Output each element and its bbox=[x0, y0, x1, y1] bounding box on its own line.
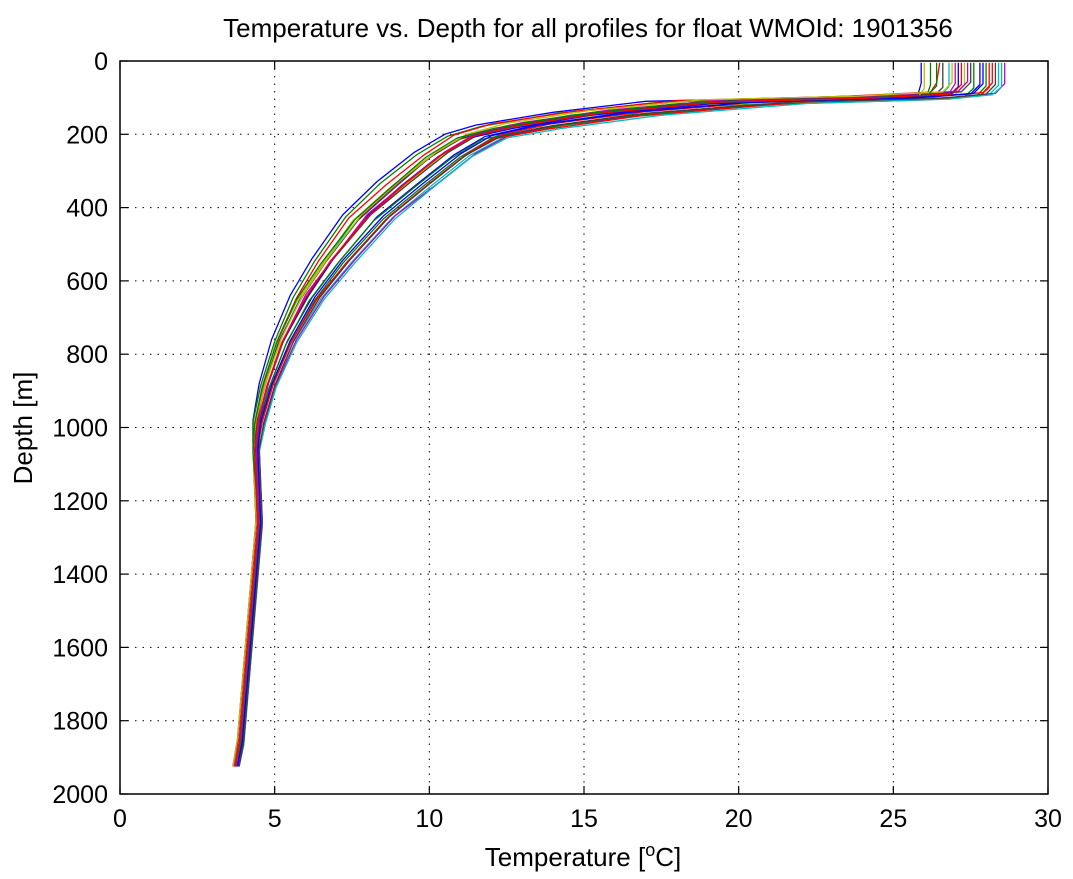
y-tick-label: 1400 bbox=[52, 561, 108, 589]
x-axis-label-superscript: o bbox=[645, 840, 655, 860]
y-tick-label: 800 bbox=[66, 341, 108, 369]
x-tick-label: 0 bbox=[113, 805, 127, 833]
y-axis-label: Depth [m] bbox=[8, 372, 38, 485]
x-tick-label: 25 bbox=[879, 805, 907, 833]
y-tick-label: 1200 bbox=[52, 488, 108, 516]
profile-line bbox=[232, 62, 953, 767]
y-tick-label: 1800 bbox=[52, 708, 108, 736]
x-tick-label: 15 bbox=[570, 805, 598, 833]
y-tick-label: 0 bbox=[94, 48, 108, 76]
plot-frame bbox=[119, 60, 1049, 795]
y-tick-label: 600 bbox=[66, 268, 108, 296]
x-tick-label: 20 bbox=[725, 805, 753, 833]
grid-lines bbox=[120, 61, 1048, 794]
x-axis-label: Temperature [oC] bbox=[485, 840, 681, 872]
x-tick-label: 30 bbox=[1034, 805, 1062, 833]
profile-line bbox=[238, 62, 997, 767]
y-tick-label: 2000 bbox=[52, 781, 108, 809]
y-tick-label: 1600 bbox=[52, 634, 108, 662]
x-tick-label: 10 bbox=[415, 805, 443, 833]
chart-title: Temperature vs. Depth for all profiles f… bbox=[223, 13, 953, 43]
x-axis-label-suffix: C] bbox=[655, 842, 681, 872]
y-tick-label: 400 bbox=[66, 195, 108, 223]
y-tick-label: 1000 bbox=[52, 415, 108, 443]
x-axis-label-main: Temperature [ bbox=[485, 842, 646, 872]
y-tick-label: 200 bbox=[66, 121, 108, 149]
axis-ticks: 0 5 10 15 20 25 30 0 200 400 600 800 1000 1200 1400 160… bbox=[52, 48, 1062, 833]
x-tick-label: 5 bbox=[268, 805, 282, 833]
profile-line bbox=[233, 62, 963, 767]
profile-lines bbox=[232, 62, 1006, 767]
